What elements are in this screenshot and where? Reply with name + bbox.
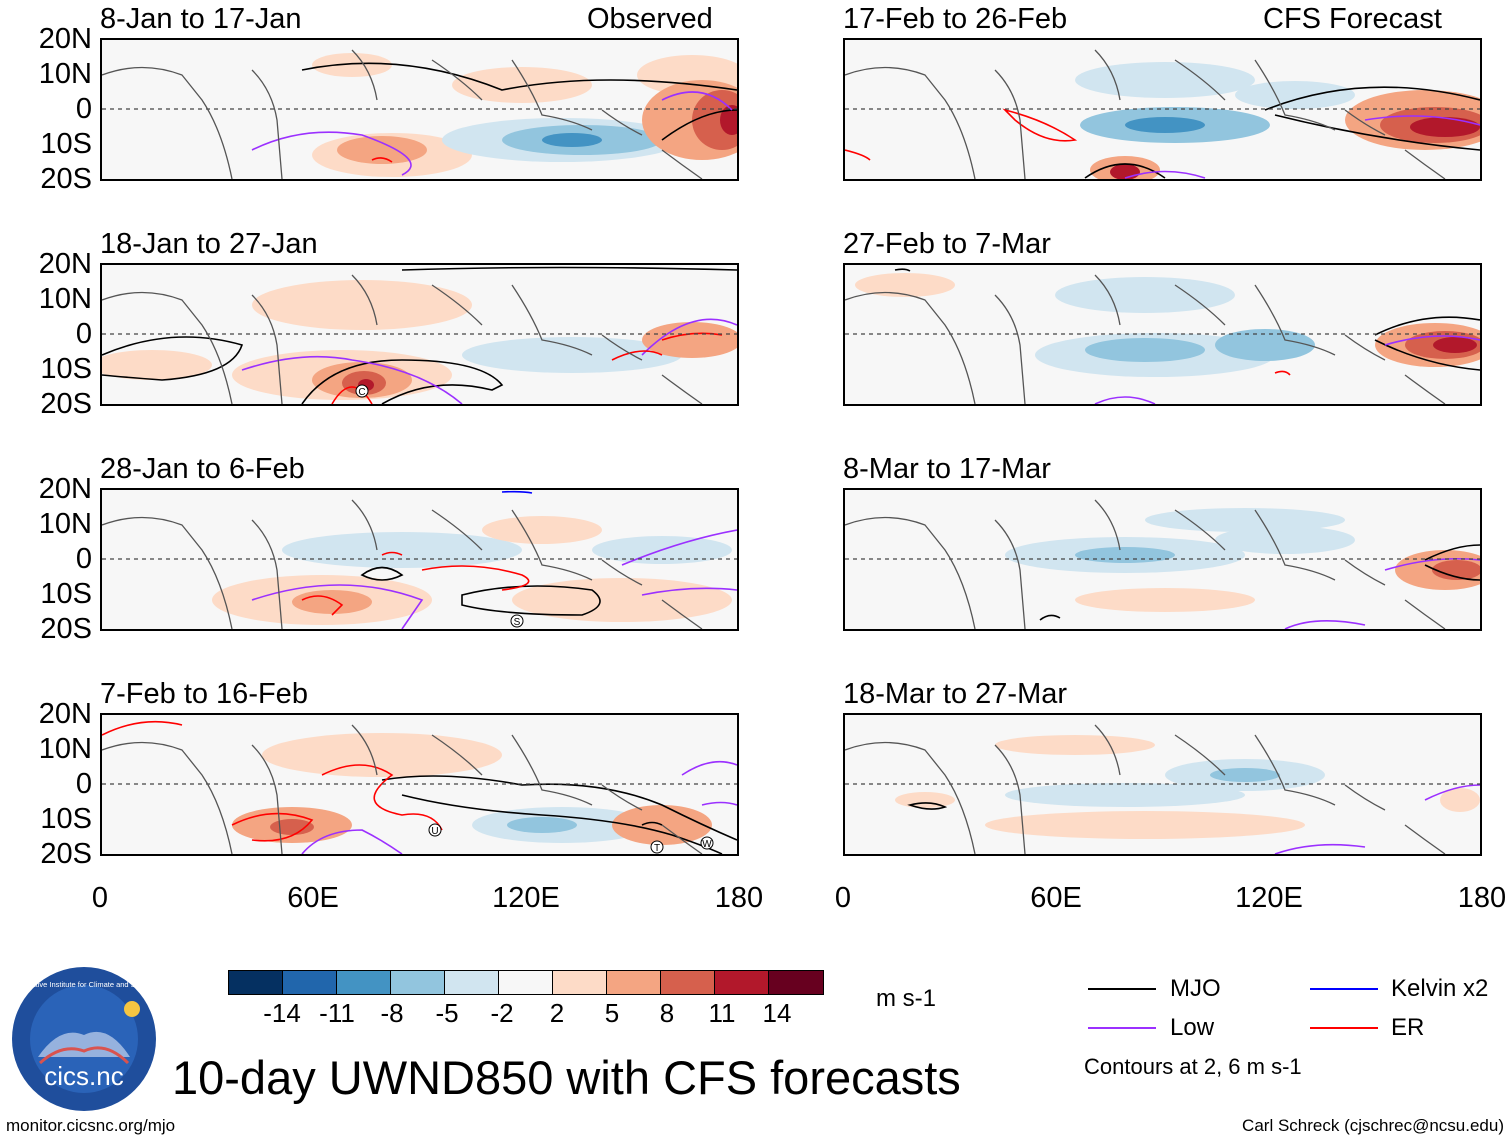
legend-kelvin-line (1310, 988, 1378, 990)
colorbar-label: -8 (380, 998, 404, 1028)
x-label-120e-right: 120E (1235, 882, 1303, 914)
legend-er-label: ER (1391, 1014, 1425, 1041)
colorbar-swatch (553, 971, 607, 994)
y-label-20s: 20S (40, 388, 92, 420)
x-label-0-left: 0 (91, 882, 109, 914)
colorbar-swatch (445, 971, 499, 994)
y-label-20s: 20S (40, 838, 92, 870)
colorbar-swatch (499, 971, 553, 994)
colorbar-swatch (337, 971, 391, 994)
contours-note: Contours at 2, 6 m s-1 (1084, 1054, 1302, 1079)
y-label-0: 0 (75, 318, 92, 350)
colorbar-swatch (769, 971, 823, 994)
y-label-10n: 10N (38, 733, 92, 765)
colorbar-label: -11 (319, 998, 355, 1028)
panel-date-fc-2: 27-Feb to 7-Mar (843, 228, 1051, 260)
colorbar-label: 2 (549, 998, 565, 1028)
legend-low-label: Low (1170, 1014, 1215, 1041)
y-label-20s: 20S (40, 613, 92, 645)
y-label-20s: 20S (40, 163, 92, 195)
map-observed-4: U T W (100, 713, 739, 856)
storm-marker-u: U (431, 826, 438, 837)
colorbar-swatch (229, 971, 283, 994)
figure-title: 10-day UWND850 with CFS forecasts (172, 1051, 961, 1104)
y-label-0: 0 (75, 768, 92, 800)
colorbar-label: -5 (435, 998, 459, 1028)
storm-marker-t: T (654, 843, 660, 854)
panel-date-fc-1: 17-Feb to 26-Feb (843, 3, 1068, 35)
colorbar-label: -14 (263, 998, 301, 1028)
storm-marker-s: S (514, 617, 521, 628)
y-label-10n: 10N (38, 508, 92, 540)
panel-date-obs-1: 8-Jan to 17-Jan (100, 3, 302, 35)
y-label-20n: 20N (38, 698, 92, 730)
legend-er-line (1310, 1027, 1378, 1029)
y-label-20n: 20N (38, 473, 92, 505)
panel-date-obs-3: 28-Jan to 6-Feb (100, 453, 305, 485)
y-label-10n: 10N (38, 58, 92, 90)
map-forecast-2 (843, 263, 1482, 406)
y-label-0: 0 (75, 543, 92, 575)
colorbar-swatch (607, 971, 661, 994)
colorbar-label: 11 (708, 998, 736, 1028)
y-label-20n: 20N (38, 23, 92, 55)
colorbar (228, 970, 824, 995)
map-forecast-1 (843, 38, 1482, 181)
panel-date-obs-2: 18-Jan to 27-Jan (100, 228, 318, 260)
x-label-180-left: 180 (714, 882, 764, 914)
footer-url: monitor.cicsnc.org/mjo (6, 1116, 176, 1135)
colorbar-swatch (661, 971, 715, 994)
y-label-10s: 10S (40, 128, 92, 160)
y-label-10s: 10S (40, 353, 92, 385)
x-label-180-right: 180 (1457, 882, 1507, 914)
legend-mjo-line (1088, 988, 1156, 990)
colorbar-label: -2 (490, 998, 514, 1028)
y-label-0: 0 (75, 93, 92, 125)
colorbar-label: 8 (659, 998, 675, 1028)
legend-low-line (1088, 1027, 1156, 1029)
panel-date-fc-4: 18-Mar to 27-Mar (843, 678, 1068, 710)
logo-text: cics.nc (44, 1061, 123, 1091)
logo-ring-text: Cooperative Institute for Climate and Sa… (10, 980, 158, 989)
y-label-10s: 10S (40, 803, 92, 835)
map-observed-2: C (100, 263, 739, 406)
x-label-120e-left: 120E (492, 882, 560, 914)
colorbar-units: m s-1 (876, 985, 936, 1012)
panel-date-fc-3: 8-Mar to 17-Mar (843, 453, 1051, 485)
map-forecast-3 (843, 488, 1482, 631)
legend-kelvin-label: Kelvin x2 (1391, 975, 1489, 1002)
forecast-header: CFS Forecast (1263, 3, 1442, 35)
panel-date-obs-4: 7-Feb to 16-Feb (100, 678, 308, 710)
colorbar-swatch (283, 971, 337, 994)
colorbar-label: 14 (762, 998, 792, 1028)
map-forecast-4 (843, 713, 1482, 856)
colorbar-swatch (391, 971, 445, 994)
x-label-60e-left: 60E (287, 882, 339, 914)
map-observed-3: S (100, 488, 739, 631)
footer-credit: Carl Schreck (cjschrec@ncsu.edu) (1242, 1116, 1504, 1135)
storm-marker-c: C (358, 387, 365, 398)
y-label-20n: 20N (38, 248, 92, 280)
x-label-0-right: 0 (834, 882, 852, 914)
cicsnc-logo: cics.nc Cooperative Institute for Climat… (7, 965, 161, 1113)
y-label-10n: 10N (38, 283, 92, 315)
y-label-10s: 10S (40, 578, 92, 610)
legend-mjo-label: MJO (1170, 975, 1221, 1002)
x-label-60e-right: 60E (1030, 882, 1082, 914)
colorbar-label: 5 (604, 998, 620, 1028)
observed-header: Observed (587, 3, 713, 35)
colorbar-swatch (715, 971, 769, 994)
storm-marker-w: W (702, 839, 712, 850)
map-observed-1 (100, 38, 739, 181)
